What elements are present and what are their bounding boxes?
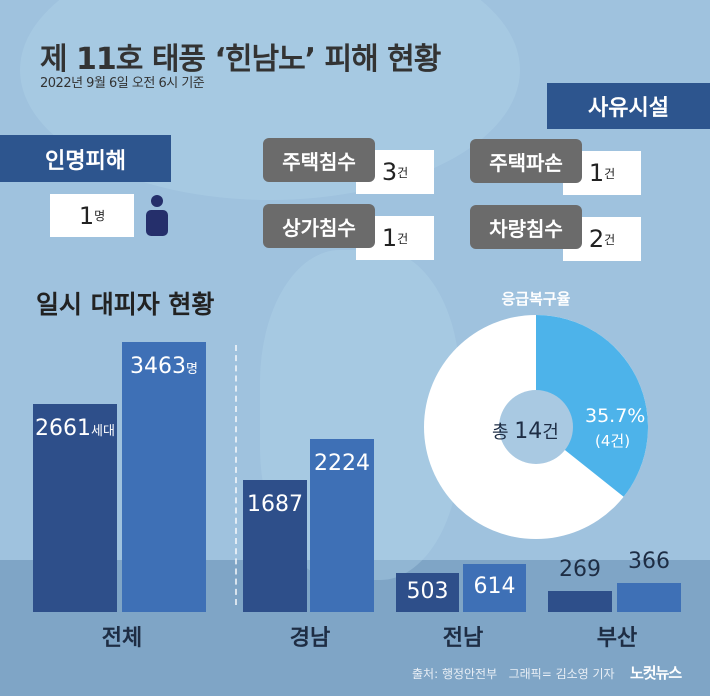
bar-경남-people: 2224	[310, 439, 374, 612]
person-icon	[145, 195, 169, 237]
bar-value-label: 614	[473, 574, 516, 599]
bar-전남-households: 503	[396, 573, 459, 612]
bar-경남-households: 1687	[243, 480, 307, 612]
bar-value-label: 2661세대	[35, 416, 115, 441]
casualty-header: 인명피해	[0, 135, 171, 182]
category-label: 경남	[289, 626, 331, 651]
evacuee-chart-title: 일시 대피자 현황	[36, 290, 215, 319]
facility-label: 주택침수	[263, 138, 375, 182]
bar-value-label: 3463명	[130, 354, 198, 379]
unit: 건	[604, 166, 616, 181]
nocutnews-logo: 노컷뉴스	[630, 664, 682, 682]
graphic-credit: 그래픽= 김소영 기자	[508, 667, 615, 681]
credit: 출처: 행정안전부 그래픽= 김소영 기자	[412, 665, 615, 682]
total-prefix: 총	[492, 422, 509, 443]
unit: 건	[604, 232, 616, 247]
facility-label: 주택파손	[470, 139, 582, 183]
unit: 건	[397, 231, 409, 246]
value: 3	[381, 158, 398, 186]
value: 1	[381, 224, 398, 252]
recovery-percent-label: 35.7%	[585, 405, 646, 427]
source: 출처: 행정안전부	[412, 667, 498, 681]
donut-hole	[499, 390, 573, 464]
value: 2	[588, 225, 605, 253]
bar-value-label: 269	[559, 557, 601, 582]
bar-value-label: 1687	[247, 492, 303, 517]
category-label: 부산	[596, 626, 638, 651]
facility-header: 사유시설	[547, 83, 710, 129]
recovery-count-label: (4건)	[595, 432, 631, 450]
category-label: 전남	[442, 626, 484, 651]
bar-전남-people: 614	[463, 564, 526, 612]
bar-value-label: 503	[406, 578, 449, 604]
total-value: 14	[514, 419, 543, 444]
unit: 건	[397, 165, 409, 180]
facility-label: 차량침수	[470, 205, 582, 249]
page-title: 제 11호 태풍 ‘힌남노’ 피해 현황	[40, 42, 441, 77]
bar-부산-households	[548, 591, 612, 612]
recovery-donut-chart	[424, 315, 648, 539]
bar-부산-people	[617, 583, 681, 612]
bar-value-label: 366	[628, 549, 670, 574]
bar-전체-people: 3463명	[122, 342, 206, 612]
bar-전체-households: 2661세대	[33, 404, 117, 612]
facility-label: 상가침수	[263, 204, 375, 248]
page-subtitle: 2022년 9월 6일 오전 6시 기준	[40, 76, 205, 91]
bar-value-label: 2224	[314, 451, 370, 476]
value: 1	[588, 159, 605, 187]
total-unit: 건	[542, 422, 559, 443]
unit: 명	[94, 209, 106, 223]
recovery-chart-title: 응급복구율	[501, 290, 571, 308]
value: 1	[78, 201, 95, 230]
donut-slice-recovered	[536, 315, 648, 497]
category-label: 전체	[101, 626, 143, 651]
donut-center-label: 총 14건	[492, 418, 559, 444]
divider	[235, 345, 237, 605]
